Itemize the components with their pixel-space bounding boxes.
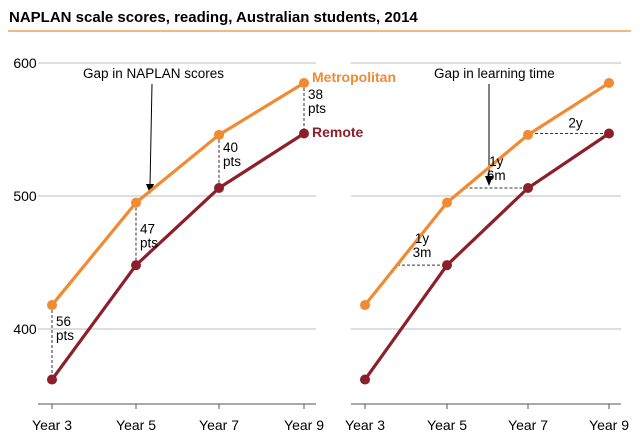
gap-value: 38	[308, 87, 323, 102]
x-tick-label: Year 9	[284, 417, 324, 433]
arrow-head	[146, 184, 154, 194]
annotation-layer	[51, 83, 603, 375]
x-tick-label: Year 7	[199, 417, 239, 433]
legend-remote: Remote	[312, 124, 364, 140]
gap-value: 47	[140, 222, 155, 237]
gap-value: 40	[223, 140, 238, 155]
remote-line	[363, 132, 610, 381]
remote-point	[131, 260, 141, 271]
remote-line	[50, 132, 305, 381]
metropolitan-line	[363, 81, 610, 307]
gap-unit: pts	[140, 236, 158, 251]
learning-gap-years: 1y	[415, 231, 430, 246]
annotation-title: Gap in learning time	[434, 66, 555, 81]
remote-point	[523, 183, 533, 194]
metropolitan-point	[523, 129, 533, 140]
remote-point	[214, 183, 224, 194]
metropolitan-line	[50, 81, 305, 307]
learning-gap-months: 6m	[487, 168, 506, 183]
gap-unit: pts	[223, 154, 241, 169]
x-tick-label: Year 3	[345, 417, 385, 433]
remote-point	[299, 128, 309, 139]
x-tick-label: Year 3	[32, 417, 72, 433]
grid-layer	[38, 62, 621, 409]
learning-gap-years: 1y	[489, 154, 504, 169]
label-layer: Year 3 Year 5 Year 7 Year 940050060056pts47…	[13, 55, 629, 433]
chart-title: NAPLAN scale scores, reading, Australian…	[9, 9, 418, 26]
remote-point	[360, 374, 370, 385]
y-tick-label: 400	[13, 321, 37, 337]
metropolitan-point	[131, 197, 141, 208]
learning-gap-years: 2y	[568, 115, 583, 130]
legend-metropolitan: Metropolitan	[312, 69, 396, 85]
arrow-head	[485, 176, 493, 186]
metropolitan-point	[214, 129, 224, 140]
remote-point	[442, 260, 452, 271]
gap-unit: pts	[308, 101, 326, 116]
x-tick-label: Year 5	[116, 417, 156, 433]
metropolitan-point	[47, 300, 57, 311]
gap-value: 56	[56, 314, 71, 329]
annotation-title: Gap in NAPLAN scores	[83, 66, 224, 81]
series-layer	[47, 77, 614, 385]
y-tick-label: 600	[13, 55, 37, 71]
gap-unit: pts	[56, 328, 74, 343]
y-tick-label: 500	[13, 188, 37, 204]
remote-point	[47, 374, 57, 385]
metropolitan-point	[604, 77, 614, 88]
metropolitan-point	[442, 197, 452, 208]
learning-gap-months: 3m	[413, 245, 432, 260]
x-tick-label: Year 5	[427, 417, 467, 433]
metropolitan-point	[360, 300, 370, 311]
metropolitan-point	[299, 77, 309, 88]
remote-point	[604, 128, 614, 139]
annotation-arrow	[149, 83, 153, 187]
x-tick-label: Year 9	[589, 417, 629, 433]
x-tick-label: Year 7	[508, 417, 548, 433]
